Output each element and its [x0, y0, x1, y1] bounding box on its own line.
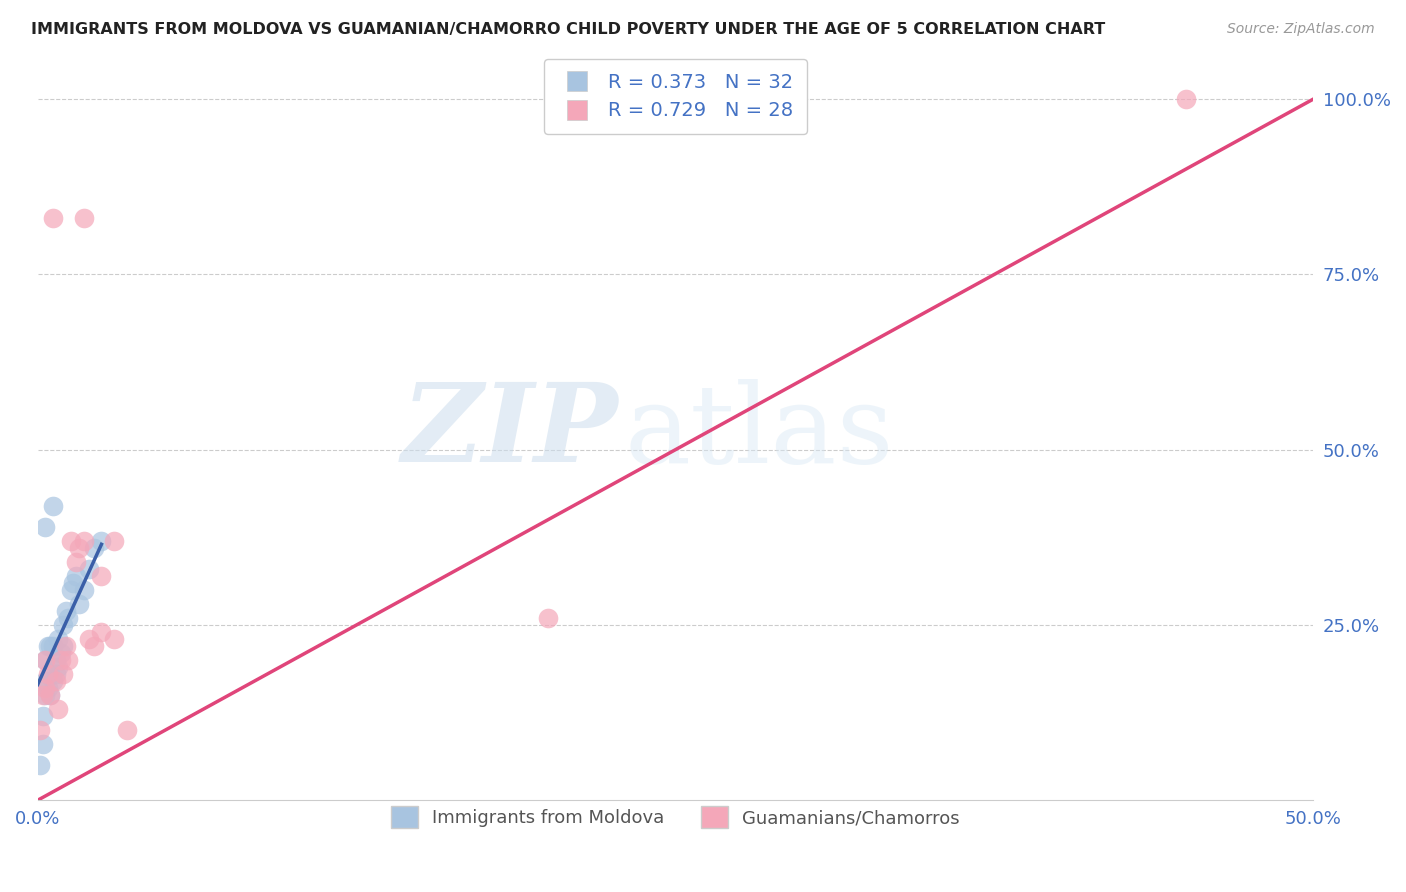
Point — [90, 569, 112, 583]
Point — [39, 688, 62, 702]
Point — [42, 211, 65, 226]
Point — [46, 632, 69, 646]
Point — [39, 667, 62, 681]
Point — [55, 604, 77, 618]
Point — [52, 639, 75, 653]
Point — [49, 653, 72, 667]
Point — [67, 597, 90, 611]
Point — [34, 673, 56, 688]
Point — [34, 653, 56, 667]
Point — [537, 611, 560, 625]
Point — [42, 639, 65, 653]
Text: Source: ZipAtlas.com: Source: ZipAtlas.com — [1227, 22, 1375, 37]
Point — [67, 541, 90, 555]
Point — [83, 541, 105, 555]
Point — [77, 632, 100, 646]
Point — [42, 499, 65, 513]
Point — [30, 723, 52, 738]
Point — [1174, 92, 1197, 106]
Point — [52, 618, 75, 632]
Point — [46, 702, 69, 716]
Point — [37, 667, 59, 681]
Point — [52, 667, 75, 681]
Point — [31, 688, 53, 702]
Point — [37, 639, 59, 653]
Point — [55, 639, 77, 653]
Point — [31, 709, 53, 723]
Point — [65, 569, 87, 583]
Point — [34, 688, 56, 702]
Point — [39, 688, 62, 702]
Point — [72, 211, 94, 226]
Point — [77, 562, 100, 576]
Text: atlas: atlas — [624, 378, 894, 485]
Point — [90, 624, 112, 639]
Point — [65, 555, 87, 569]
Point — [58, 611, 80, 625]
Point — [34, 681, 56, 695]
Point — [49, 646, 72, 660]
Legend: Immigrants from Moldova, Guamanians/Chamorros: Immigrants from Moldova, Guamanians/Cham… — [384, 799, 967, 836]
Point — [34, 653, 56, 667]
Point — [45, 653, 67, 667]
Point — [62, 575, 84, 590]
Point — [72, 533, 94, 548]
Text: ZIP: ZIP — [402, 378, 619, 486]
Point — [31, 737, 53, 751]
Point — [45, 673, 67, 688]
Point — [59, 533, 82, 548]
Point — [42, 673, 65, 688]
Point — [90, 533, 112, 548]
Point — [103, 632, 125, 646]
Point — [103, 533, 125, 548]
Point — [37, 681, 59, 695]
Point — [59, 582, 82, 597]
Point — [39, 639, 62, 653]
Point — [83, 639, 105, 653]
Point — [115, 723, 138, 738]
Text: IMMIGRANTS FROM MOLDOVA VS GUAMANIAN/CHAMORRO CHILD POVERTY UNDER THE AGE OF 5 C: IMMIGRANTS FROM MOLDOVA VS GUAMANIAN/CHA… — [31, 22, 1105, 37]
Point — [30, 758, 52, 772]
Point — [46, 660, 69, 674]
Point — [34, 520, 56, 534]
Point — [45, 667, 67, 681]
Point — [72, 582, 94, 597]
Point — [58, 653, 80, 667]
